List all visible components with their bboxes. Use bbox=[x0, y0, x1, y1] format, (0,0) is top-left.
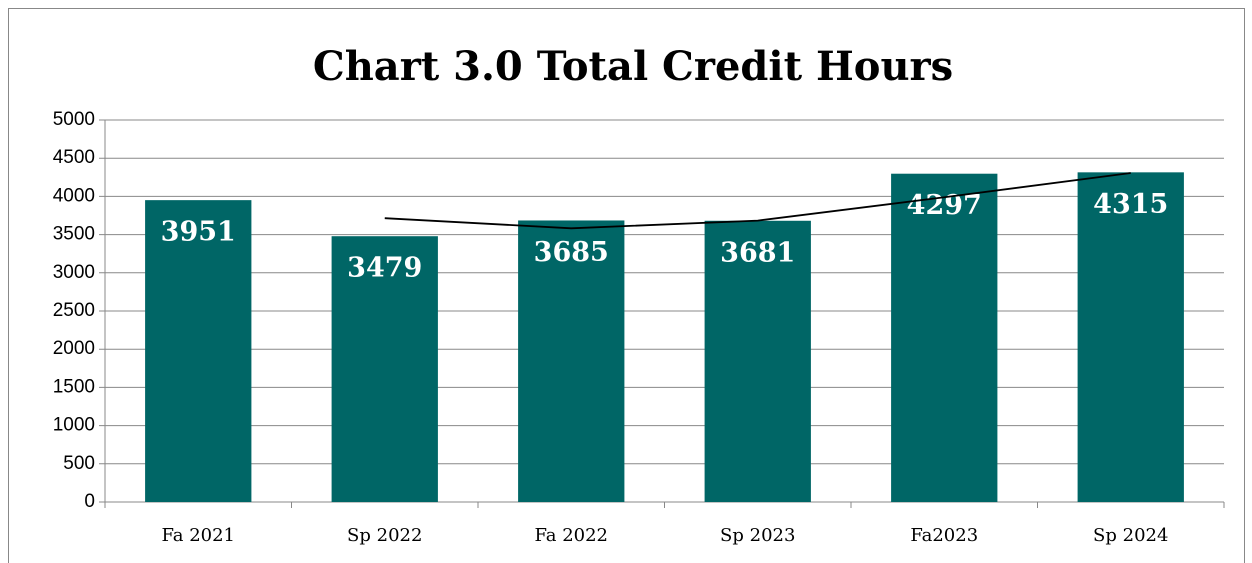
x-tick-label: Fa2023 bbox=[910, 525, 978, 546]
chart-title: Chart 3.0 Total Credit Hours bbox=[313, 43, 953, 90]
data-label: 4315 bbox=[1093, 189, 1168, 220]
y-tick-label: 3000 bbox=[53, 262, 95, 283]
bar bbox=[1077, 172, 1184, 503]
x-tick-label: Sp 2023 bbox=[720, 525, 795, 546]
y-tick-label: 0 bbox=[84, 491, 95, 512]
y-tick-label: 1500 bbox=[53, 376, 95, 397]
bar bbox=[145, 200, 252, 502]
y-tick-label: 3500 bbox=[53, 224, 95, 245]
data-label: 3681 bbox=[720, 237, 795, 268]
data-label: 3685 bbox=[534, 237, 609, 268]
x-tick-label: Fa 2021 bbox=[161, 525, 235, 546]
data-label: 4297 bbox=[907, 190, 982, 221]
x-tick-label: Fa 2022 bbox=[534, 525, 608, 546]
x-tick-label: Sp 2022 bbox=[347, 525, 422, 546]
y-tick-label: 500 bbox=[63, 453, 95, 474]
bar bbox=[704, 220, 811, 502]
bar bbox=[518, 220, 625, 502]
bar bbox=[891, 173, 998, 502]
data-label: 3479 bbox=[347, 253, 422, 284]
trendline bbox=[384, 172, 1131, 230]
bar bbox=[331, 236, 438, 502]
y-tick-label: 1000 bbox=[53, 415, 95, 436]
y-tick-label: 2000 bbox=[53, 338, 95, 359]
y-tick-label: 5000 bbox=[53, 109, 95, 130]
y-tick-label: 4500 bbox=[53, 147, 95, 168]
data-label: 3951 bbox=[161, 217, 236, 248]
x-tick-label: Sp 2024 bbox=[1093, 525, 1168, 546]
y-tick-label: 4000 bbox=[53, 185, 95, 206]
y-tick-label: 2500 bbox=[53, 300, 95, 321]
